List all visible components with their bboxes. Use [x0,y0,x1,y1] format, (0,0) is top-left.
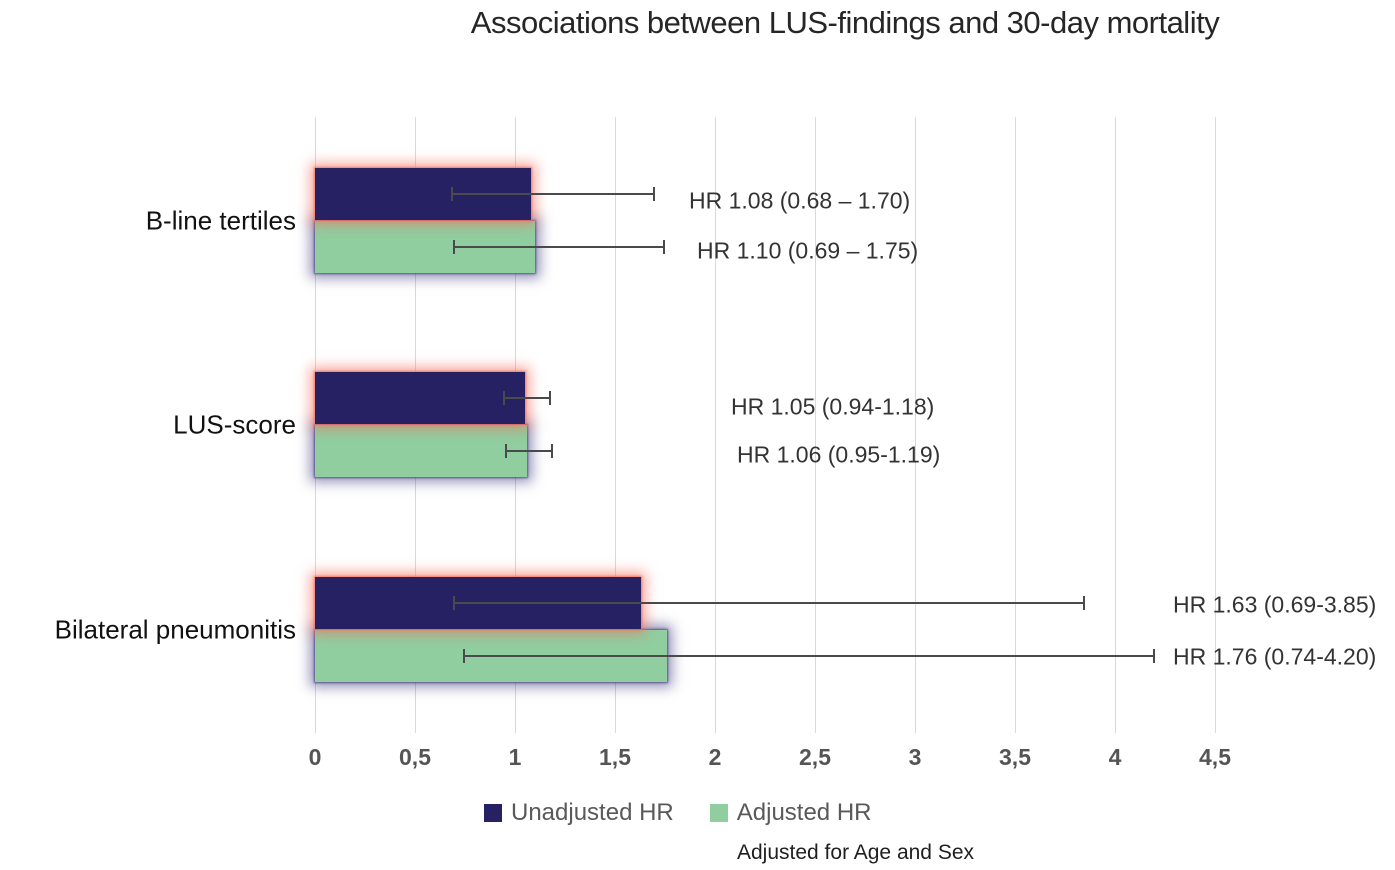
x-axis-tick-label: 1,5 [599,744,631,770]
hr-annotation: HR 1.06 (0.95-1.19) [737,441,941,468]
category-label: B-line tertiles [145,205,296,236]
x-axis-tick-label: 4,5 [1199,744,1231,770]
legend-item-adjusted: Adjusted HR [709,799,872,827]
error-bar-cap-left [463,649,465,663]
error-bar-line [453,246,665,248]
error-bar-cap-left [505,444,507,458]
x-axis-tick-label: 3,5 [999,744,1031,770]
error-bar-cap-right [1083,596,1085,610]
error-bar-line [463,655,1155,657]
error-bar-line [451,193,655,195]
legend-label-unadjusted: Unadjusted HR [511,799,674,826]
x-axis-tick-label: 4 [1108,744,1122,770]
gridline [614,117,616,733]
legend: Unadjusted HR Adjusted HR [484,799,871,827]
error-bar-cap-left [451,187,453,201]
gridline [714,117,716,733]
category-label: Bilateral pneumonitis [54,614,296,645]
error-bar-cap-right [551,444,553,458]
error-bar-unadjusted [451,187,655,201]
error-bar-adjusted [463,649,1155,663]
legend-swatch-unadjusted-icon [484,804,502,822]
error-bar-cap-left [503,391,505,405]
x-axis-tick-label: 2 [708,744,722,770]
gridline [1114,117,1116,733]
error-bar-cap-left [453,596,455,610]
x-axis-tick-label: 1 [508,744,522,770]
legend-item-unadjusted: Unadjusted HR [484,799,674,827]
x-axis-tick-label: 3 [908,744,922,770]
error-bar-line [505,450,553,452]
error-bar-unadjusted [453,596,1085,610]
footnote: Adjusted for Age and Sex [737,841,974,864]
x-axis-tick-label: 0,5 [399,744,431,770]
error-bar-line [453,602,1085,604]
legend-label-adjusted: Adjusted HR [736,799,872,826]
chart-title: Associations between LUS-findings and 30… [470,5,1220,40]
error-bar-unadjusted [503,391,551,405]
legend-swatch-adjusted-icon [709,804,728,822]
hr-annotation: HR 1.05 (0.94-1.18) [731,393,935,420]
error-bar-adjusted [453,240,665,254]
gridline [814,117,816,733]
x-axis-tick-label: 0 [308,744,322,770]
error-bar-adjusted [505,444,553,458]
hr-annotation: HR 1.63 (0.69-3.85) [1173,591,1377,618]
error-bar-cap-right [549,391,551,405]
error-bar-cap-right [653,187,655,201]
category-label: LUS-score [173,409,296,440]
bar-adjusted-hr [315,425,527,477]
error-bar-cap-right [1153,649,1155,663]
error-bar-cap-right [663,240,665,254]
hr-annotation: HR 1.10 (0.69 – 1.75) [697,237,919,264]
bar-unadjusted-hr [315,372,525,424]
gridline [1014,117,1016,733]
x-axis-tick-label: 2,5 [799,744,831,770]
gridline [914,117,916,733]
error-bar-line [503,397,551,399]
hr-annotation: HR 1.08 (0.68 – 1.70) [689,187,911,214]
gridline [1214,117,1216,733]
hr-annotation: HR 1.76 (0.74-4.20) [1173,643,1377,670]
error-bar-cap-left [453,240,455,254]
